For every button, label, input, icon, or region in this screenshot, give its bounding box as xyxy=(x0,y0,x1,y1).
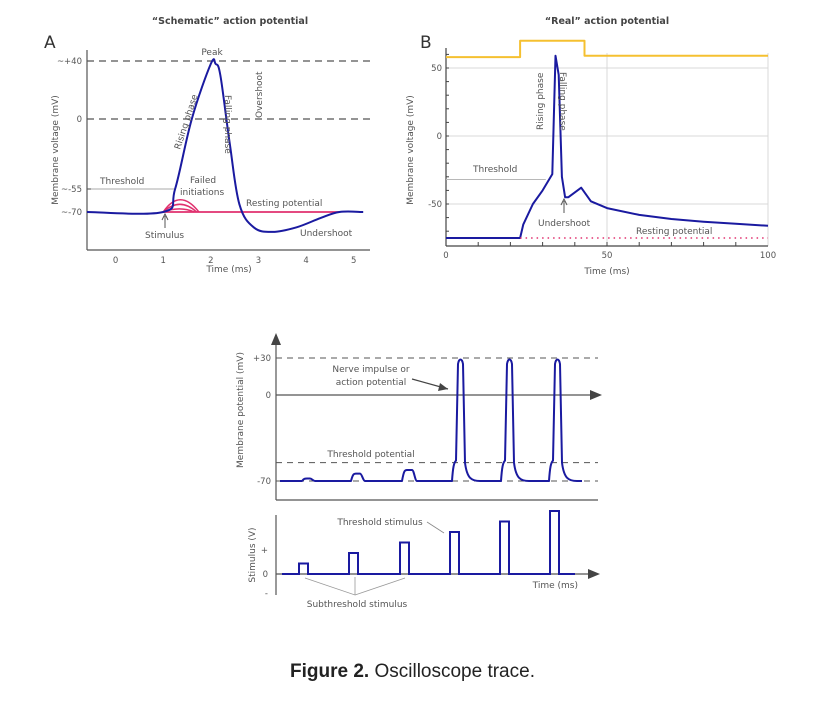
annotation-failed-initiations-2: initiations xyxy=(180,188,224,198)
annotation-threshold-stimulus: Threshold stimulus xyxy=(336,518,423,528)
x-tick-label: 5 xyxy=(351,256,356,266)
y-tick-label: +30 xyxy=(253,354,271,364)
x-tick-label: 1 xyxy=(160,256,165,266)
annotation-overshoot: Overshoot xyxy=(255,71,265,118)
y-tick-label: ~-55 xyxy=(61,185,82,195)
panel-a-ticks: 0 1 2 3 4 5 ~+40 0 ~-55 ~-70 xyxy=(57,57,356,266)
panel-c-ylabel: Membrane potential (mV) xyxy=(236,352,246,468)
panel-b-ticks: 0 50 100 50 0 -50 xyxy=(428,53,776,261)
panel-a-title: “Schematic” action potential xyxy=(152,16,308,27)
failed-initiation-line xyxy=(162,203,198,213)
y-tick-label: 50 xyxy=(431,64,442,74)
panel-d-series xyxy=(282,510,575,575)
annotation-b-resting-potential: Resting potential xyxy=(636,227,712,237)
stimulus-pulses-line xyxy=(282,510,575,575)
membrane-potential-line xyxy=(280,358,582,482)
annotation-falling-phase: Falling phase xyxy=(222,95,232,154)
annotation-undershoot: Undershoot xyxy=(300,229,353,239)
y-tick-label: - xyxy=(265,589,268,599)
panel-a-letter: A xyxy=(44,33,56,53)
panel-a-xlabel: Time (ms) xyxy=(205,265,251,275)
x-tick-label: 100 xyxy=(760,251,776,261)
undershoot-arrow-icon xyxy=(560,197,568,213)
x-tick-label: 0 xyxy=(443,251,448,261)
panel-b-xlabel: Time (ms) xyxy=(583,267,629,277)
y-tick-label: + xyxy=(261,546,268,556)
annotation-stimulus: Stimulus xyxy=(145,231,184,241)
y-tick-label: 0 xyxy=(437,132,442,142)
y-tick-label: 0 xyxy=(266,391,271,401)
x-tick-label: 0 xyxy=(113,256,118,266)
stimulus-arrow-icon xyxy=(161,212,169,228)
panel-b-ylabel: Membrane voltage (mV) xyxy=(406,95,416,205)
annotation-resting-potential: Resting potential xyxy=(246,199,322,209)
panel-b-real: “Real” action potential B Membrane volta… xyxy=(406,16,776,277)
annotation-threshold: Threshold xyxy=(99,177,144,187)
annotation-b-falling-phase: Falling phase xyxy=(557,72,567,131)
panel-d-stimulus: Stimulus (V) +0 - Time (ms) Threshold sti… xyxy=(248,510,600,610)
nerve-impulse-arrow-icon xyxy=(438,383,448,391)
y-tick-label: ~+40 xyxy=(57,57,82,67)
x-axis-arrow-icon xyxy=(590,390,602,400)
annotation-b-rising-phase: Rising phase xyxy=(536,72,546,130)
panel-a-schematic: “Schematic” action potential A Membrane … xyxy=(44,16,370,275)
panel-b-letter: B xyxy=(420,33,432,53)
action-potential-line xyxy=(86,58,364,233)
panel-a-series xyxy=(86,58,364,233)
panel-b-series xyxy=(446,39,769,239)
panel-c-membrane: Membrane potential (mV) +30 0 -70 Nerve im… xyxy=(236,333,602,501)
annotation-nerve-impulse-2: action potential xyxy=(336,378,407,388)
y-tick-label: 0 xyxy=(77,115,82,125)
x-axis-arrow-icon xyxy=(588,569,600,579)
annotation-threshold-potential: Threshold potential xyxy=(326,450,414,460)
caption-label: Figure 2. xyxy=(290,661,370,682)
x-tick-label: 50 xyxy=(602,251,613,261)
y-tick-label: -70 xyxy=(257,477,271,487)
panel-a-reference-lines xyxy=(87,60,370,190)
annotation-b-undershoot: Undershoot xyxy=(538,219,591,229)
panel-b-title: “Real” action potential xyxy=(545,16,669,27)
x-tick-label: 4 xyxy=(303,256,308,266)
panel-c-axes xyxy=(271,333,602,501)
subthreshold-leader-lines xyxy=(304,577,406,596)
panel-d-xlabel: Time (ms) xyxy=(532,581,578,591)
stimulus-line xyxy=(446,39,768,59)
figure-caption: Figure 2. Oscilloscope trace. xyxy=(0,661,825,683)
panel-d-ylabel: Stimulus (V) xyxy=(248,527,258,582)
panel-b-grid xyxy=(446,53,769,246)
threshold-stimulus-leader xyxy=(426,521,445,534)
panel-c-series xyxy=(280,358,582,482)
x-tick-label: 2 xyxy=(208,256,213,266)
annotation-subthreshold-stimulus: Subthreshold stimulus xyxy=(307,600,408,610)
panel-c-ticks: +30 0 -70 xyxy=(253,354,271,487)
membrane-voltage-line xyxy=(446,54,769,239)
x-tick-label: 3 xyxy=(256,256,261,266)
annotation-peak: Peak xyxy=(201,48,223,58)
caption-text: Oscilloscope trace. xyxy=(369,661,535,682)
annotation-b-threshold: Threshold xyxy=(472,165,517,175)
y-tick-label: -50 xyxy=(428,200,442,210)
panel-a-ylabel: Membrane voltage (mV) xyxy=(51,95,61,205)
y-tick-label: 0 xyxy=(263,570,268,580)
y-tick-label: ~-70 xyxy=(61,208,82,218)
failed-initiation-line xyxy=(162,198,200,213)
annotation-nerve-impulse-1: Nerve impulse or xyxy=(332,365,409,375)
panel-d-ticks: +0 - xyxy=(261,546,268,599)
y-axis-arrow-icon xyxy=(271,333,281,345)
panel-a-axes xyxy=(86,50,370,251)
annotation-failed-initiations-1: Failed xyxy=(190,176,216,186)
